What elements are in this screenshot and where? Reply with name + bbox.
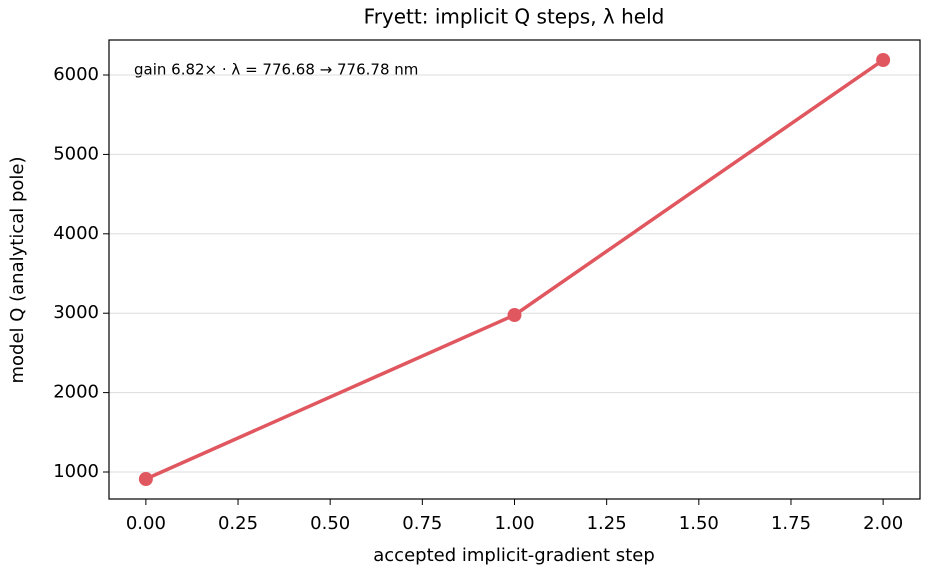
x-tick-label: 0.25 bbox=[218, 513, 258, 534]
chart-title: Fryett: implicit Q steps, λ held bbox=[364, 5, 665, 29]
y-tick-label: 6000 bbox=[53, 64, 99, 85]
y-tick-label: 4000 bbox=[53, 223, 99, 244]
x-tick-label: 1.75 bbox=[771, 513, 811, 534]
x-axis-label: accepted implicit-gradient step bbox=[373, 545, 655, 566]
y-tick-label: 1000 bbox=[53, 461, 99, 482]
x-tick-label: 0.50 bbox=[310, 513, 350, 534]
point bbox=[138, 471, 153, 486]
x-tick-label: 1.25 bbox=[587, 513, 627, 534]
line bbox=[145, 58, 885, 481]
y-tick-label: 5000 bbox=[53, 143, 99, 164]
point bbox=[507, 308, 522, 323]
y-tick-label: 2000 bbox=[53, 382, 99, 403]
x-tick-label: 0.75 bbox=[402, 513, 442, 534]
x-tick-label: 1.00 bbox=[494, 513, 534, 534]
x-tick-label: 2.00 bbox=[863, 513, 903, 534]
plot-frame bbox=[108, 39, 921, 500]
y-axis-label: model Q (analytical pole) bbox=[7, 156, 28, 383]
x-tick-label: 0.00 bbox=[126, 513, 166, 534]
point bbox=[876, 53, 891, 68]
x-tick-label: 1.50 bbox=[679, 513, 719, 534]
annotation: gain 6.82× · λ = 776.68 → 776.78 nm bbox=[134, 61, 418, 79]
y-tick-label: 3000 bbox=[53, 302, 99, 323]
